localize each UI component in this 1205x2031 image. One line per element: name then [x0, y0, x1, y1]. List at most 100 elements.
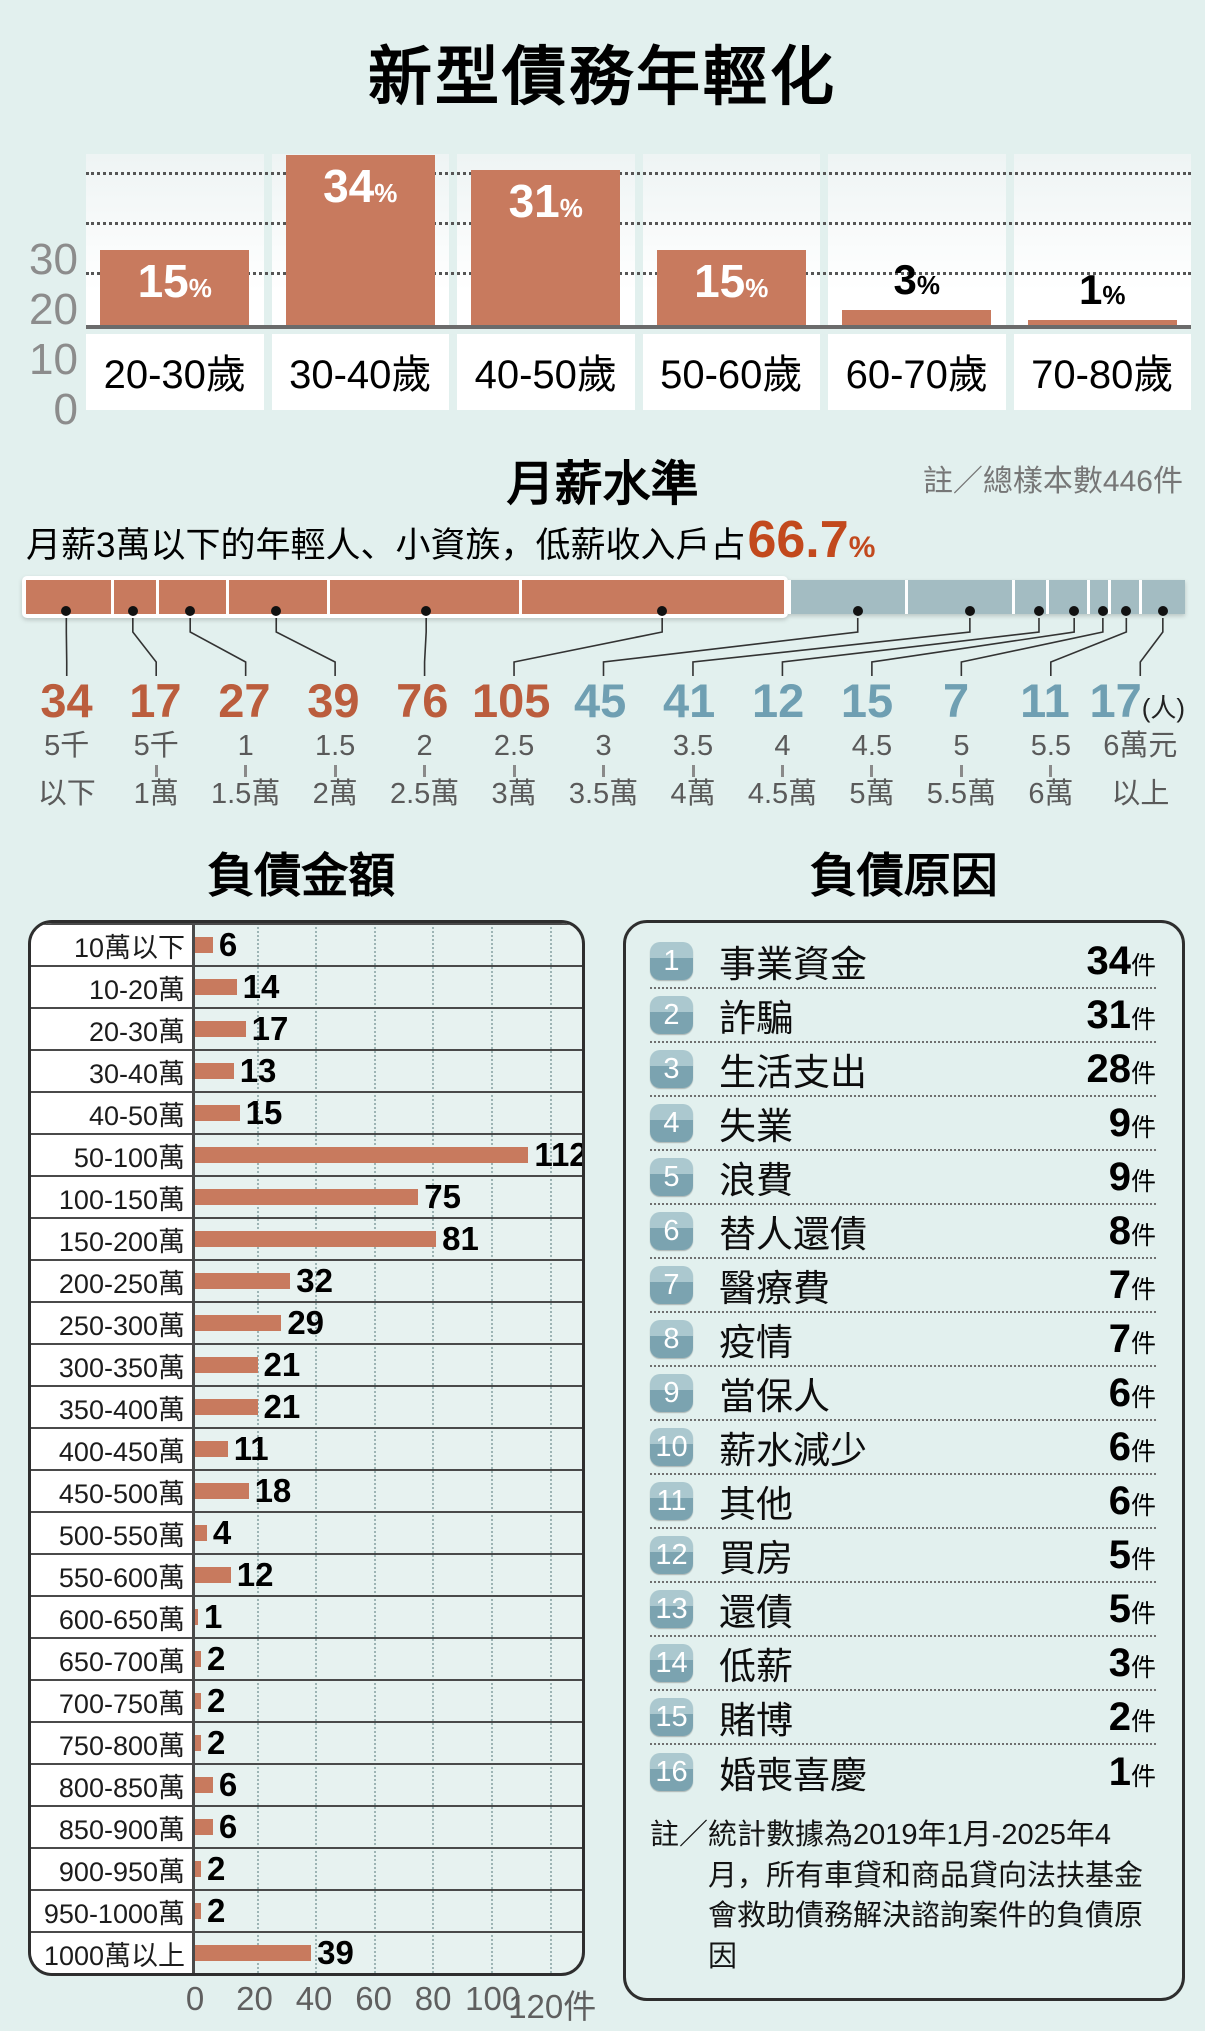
- salary-callout-dot: [1033, 606, 1044, 616]
- debt-bar-cell: 6: [195, 1765, 582, 1805]
- debt-amount-row: 800-850萬 6: [31, 1763, 582, 1806]
- debt-reason-row: 9 當保人 6件: [650, 1367, 1156, 1422]
- salary-value-number: 11: [1020, 674, 1070, 727]
- debt-amount-row: 650-700萬 2: [31, 1637, 582, 1680]
- reason-count-number: 2: [1108, 1694, 1131, 1739]
- debt-bar-cell: 32: [195, 1261, 582, 1301]
- salary-range-label: 2.5 3萬: [469, 730, 558, 811]
- debt-bar: [195, 1315, 282, 1332]
- salary-range-tick: [512, 765, 516, 778]
- debt-bar-cell: 81: [195, 1219, 582, 1259]
- reason-count-number: 31: [1086, 992, 1131, 1037]
- reason-count-number: 6: [1108, 1370, 1131, 1415]
- salary-callout-dot: [852, 606, 863, 616]
- rank-badge: 7: [650, 1266, 693, 1305]
- note-body: 統計數據為2019年1月-2025年4月，所有車貸和商品貸向法扶基金會救助債務解…: [708, 1819, 1144, 1973]
- salary-segment: [905, 580, 1013, 614]
- salary-range-label: 4 4.5萬: [738, 730, 827, 811]
- debt-bar: [195, 1525, 207, 1542]
- rank-badge: 12: [650, 1536, 693, 1575]
- reason-count: 6件: [1109, 1371, 1156, 1416]
- reason-count: 3件: [1109, 1641, 1156, 1686]
- reason-count-unit: 件: [1130, 951, 1156, 980]
- debt-value: 6: [218, 1766, 238, 1804]
- age-bar-cell: 31%: [457, 154, 635, 325]
- age-chart-y-axis: 0 10 20 30: [10, 154, 86, 434]
- debt-range-label: 1000萬以上: [31, 1933, 195, 1974]
- debt-bar-cell: 29: [195, 1303, 582, 1343]
- debt-bar: [195, 1441, 228, 1458]
- salary-value-number: 39: [307, 674, 360, 727]
- debt-bar: [195, 1567, 231, 1584]
- debt-value: 29: [287, 1304, 325, 1342]
- debt-reason-row: 5 浪費 9件: [650, 1151, 1156, 1206]
- debt-value: 6: [218, 926, 238, 964]
- age-y-tick-label: 20: [29, 285, 78, 334]
- debt-amount-row: 400-450萬 11: [31, 1427, 582, 1470]
- salary-value-number: 7: [942, 674, 970, 727]
- debt-reason-row: 13 還債 5件: [650, 1583, 1156, 1638]
- reason-count: 6件: [1109, 1425, 1156, 1470]
- age-gridline: [86, 172, 1191, 175]
- salary-range-bottom: 4萬: [670, 778, 716, 811]
- debt-amount-row: 350-400萬 21: [31, 1385, 582, 1428]
- salary-value-number: 76: [396, 674, 449, 727]
- debt-range-label: 950-1000萬: [31, 1891, 195, 1932]
- salary-range-top: 5千: [44, 730, 90, 763]
- salary-segment: [159, 580, 230, 614]
- debt-range-label: 450-500萬: [31, 1471, 195, 1512]
- reason-label: 替人還債: [719, 1214, 867, 1256]
- debt-value: 4: [212, 1514, 232, 1552]
- debt-value: 21: [263, 1346, 301, 1384]
- rank-badge: 15: [650, 1698, 693, 1737]
- age-bar-unit: %: [374, 178, 398, 208]
- salary-range-top: 5: [953, 730, 970, 763]
- salary-range-label: 5 5.5萬: [917, 730, 1006, 811]
- debt-range-label: 10-20萬: [31, 967, 195, 1008]
- reason-count-number: 28: [1086, 1046, 1131, 1091]
- debt-amount-row: 20-30萬 17: [31, 1007, 582, 1050]
- debt-amount-panel: 10萬以下 6 10-20萬 14 20-30萬 17 30-40萬 13 40-50萬 15 50…: [28, 920, 585, 1977]
- rank-badge: 16: [650, 1753, 693, 1792]
- reason-count: 9件: [1109, 1101, 1156, 1146]
- reason-count-number: 5: [1108, 1586, 1131, 1631]
- debt-value: 11: [233, 1430, 269, 1468]
- debt-range-label: 850-900萬: [31, 1807, 195, 1848]
- debt-bar: [195, 1021, 246, 1038]
- reason-count-unit: 件: [1130, 1653, 1156, 1682]
- debt-bar-cell: 2: [195, 1639, 582, 1679]
- debt-x-tick-label: 60: [355, 1980, 392, 2018]
- reason-count-unit: 件: [1130, 1491, 1156, 1520]
- reason-count-unit: 件: [1130, 1707, 1156, 1736]
- debt-amount-row: 40-50萬 15: [31, 1091, 582, 1134]
- reason-label: 低薪: [719, 1646, 793, 1688]
- debt-amount-row: 600-650萬 1: [31, 1595, 582, 1638]
- rank-badge: 13: [650, 1590, 693, 1629]
- salary-value-number: 17: [129, 674, 182, 727]
- debt-reasons-panel: 1 事業資金 34件 2 詐騙 31件 3 生活支出 28件 4 失業 9件 5 浪費 9件 6 替人還債 8件 7…: [623, 920, 1185, 2001]
- reason-count-number: 34: [1086, 938, 1131, 983]
- debt-bar: [195, 1735, 201, 1752]
- debt-amount-row: 300-350萬 21: [31, 1343, 582, 1386]
- rank-badge: 3: [650, 1050, 693, 1089]
- salary-callout-dot: [421, 606, 432, 616]
- salary-callout-line: [189, 618, 247, 676]
- debt-bar: [195, 1861, 201, 1878]
- salary-range-bottom: 3萬: [491, 778, 537, 811]
- salary-range-labels-row: 5千 以下 5千 1萬 1 1.5萬 1.5 2萬 2 2.5萬 2.5 3萬 3 3.5萬 3.5 4萬 4 4…: [22, 730, 1185, 811]
- age-bar-value-label: 15%: [100, 254, 249, 308]
- debt-value: 1: [203, 1598, 223, 1636]
- salary-value: 12: [734, 676, 823, 725]
- debt-range-label: 500-550萬: [31, 1513, 195, 1554]
- salary-callout-dot: [271, 606, 282, 616]
- rank-badge: 14: [650, 1644, 693, 1683]
- debt-range-label: 550-600萬: [31, 1555, 195, 1596]
- age-category-label: 60-70歲: [828, 334, 1006, 410]
- debt-x-tick-label: 120件: [508, 1988, 597, 2026]
- reason-count-unit: 件: [1130, 1599, 1156, 1628]
- salary-range-top: 1.5: [314, 730, 356, 763]
- debt-reason-row: 16 婚喪喜慶 1件: [650, 1745, 1156, 1799]
- salary-range-tick: [691, 765, 695, 778]
- age-bar-unit: %: [916, 270, 940, 300]
- debt-amount-row: 750-800萬 2: [31, 1721, 582, 1764]
